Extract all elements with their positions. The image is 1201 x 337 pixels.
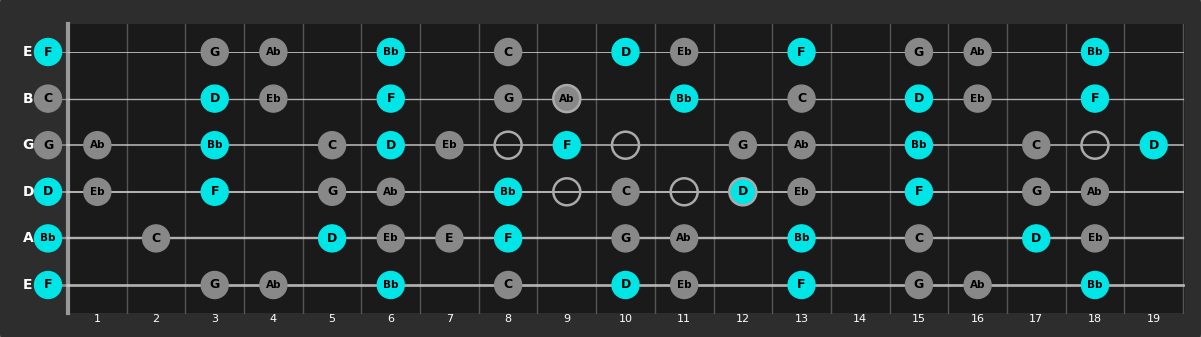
Text: D: D [210,92,220,105]
Circle shape [495,38,521,65]
Circle shape [35,178,61,205]
Text: F: F [797,45,806,59]
Text: Eb: Eb [442,140,456,150]
Text: Ab: Ab [970,47,985,57]
Circle shape [202,85,228,112]
Circle shape [613,38,639,65]
Circle shape [1081,272,1109,299]
Text: Ab: Ab [970,280,985,290]
Text: Eb: Eb [970,94,985,103]
Circle shape [670,85,698,112]
Circle shape [35,225,61,252]
Text: Eb: Eb [677,47,692,57]
Text: Bb: Bb [1087,47,1103,57]
Text: G: G [43,139,53,152]
Circle shape [35,85,61,112]
Text: 1: 1 [94,314,101,324]
Text: G: G [23,138,34,152]
Text: 6: 6 [387,314,394,324]
Circle shape [613,225,639,252]
Circle shape [495,272,521,299]
Text: Bb: Bb [794,234,809,243]
Text: Bb: Bb [207,140,222,150]
Text: C: C [43,92,53,105]
Text: F: F [797,278,806,292]
Text: D: D [1032,232,1041,245]
Text: E: E [23,45,32,59]
Text: 9: 9 [563,314,570,324]
Text: 4: 4 [270,314,277,324]
Text: 12: 12 [736,314,749,324]
Text: Ab: Ab [265,47,281,57]
Circle shape [613,272,639,299]
Circle shape [259,272,287,299]
Text: Eb: Eb [267,94,281,103]
Text: 18: 18 [1088,314,1103,324]
Circle shape [377,132,405,159]
Text: C: C [328,139,336,152]
Circle shape [788,38,815,65]
Circle shape [377,272,405,299]
Text: Ab: Ab [265,280,281,290]
Circle shape [436,132,462,159]
Text: C: C [621,185,631,198]
Text: Eb: Eb [794,187,808,197]
Circle shape [729,178,757,205]
Text: G: G [914,45,924,59]
Text: D: D [327,232,337,245]
Circle shape [964,38,991,65]
Text: G: G [914,278,924,292]
Circle shape [906,38,932,65]
Text: D: D [386,139,396,152]
Text: D: D [23,185,34,199]
Text: C: C [503,45,513,59]
Circle shape [377,178,405,205]
Text: G: G [1032,185,1041,198]
Text: Eb: Eb [383,234,398,243]
Circle shape [1081,178,1109,205]
Text: Ab: Ab [383,187,399,197]
Text: Ab: Ab [794,140,809,150]
Text: B: B [23,92,34,105]
Text: Eb: Eb [1088,234,1103,243]
Text: Ab: Ab [90,140,106,150]
Circle shape [670,38,698,65]
Text: 2: 2 [153,314,160,324]
Text: F: F [387,92,395,105]
Text: Bb: Bb [383,47,399,57]
Circle shape [554,85,580,112]
Circle shape [1023,132,1050,159]
Circle shape [35,38,61,65]
Text: C: C [503,278,513,292]
Text: F: F [43,278,53,292]
Text: E: E [23,278,32,292]
Circle shape [84,178,110,205]
Text: G: G [210,278,220,292]
Circle shape [1081,38,1109,65]
Circle shape [202,132,228,159]
Text: G: G [737,139,748,152]
Text: 19: 19 [1147,314,1160,324]
Text: 3: 3 [211,314,219,324]
Circle shape [318,132,346,159]
Text: G: G [327,185,337,198]
Text: F: F [562,139,570,152]
Circle shape [259,38,287,65]
Circle shape [1023,178,1050,205]
Circle shape [35,272,61,299]
Text: 14: 14 [853,314,867,324]
Text: G: G [621,232,631,245]
Text: F: F [1091,92,1099,105]
Circle shape [788,132,815,159]
Text: Ab: Ab [560,94,574,103]
Text: Bb: Bb [676,94,692,103]
Text: 16: 16 [970,314,985,324]
Circle shape [554,132,580,159]
Circle shape [1081,85,1109,112]
Circle shape [670,272,698,299]
Text: D: D [621,278,631,292]
Text: C: C [1032,139,1041,152]
Circle shape [318,225,346,252]
Text: G: G [503,92,513,105]
